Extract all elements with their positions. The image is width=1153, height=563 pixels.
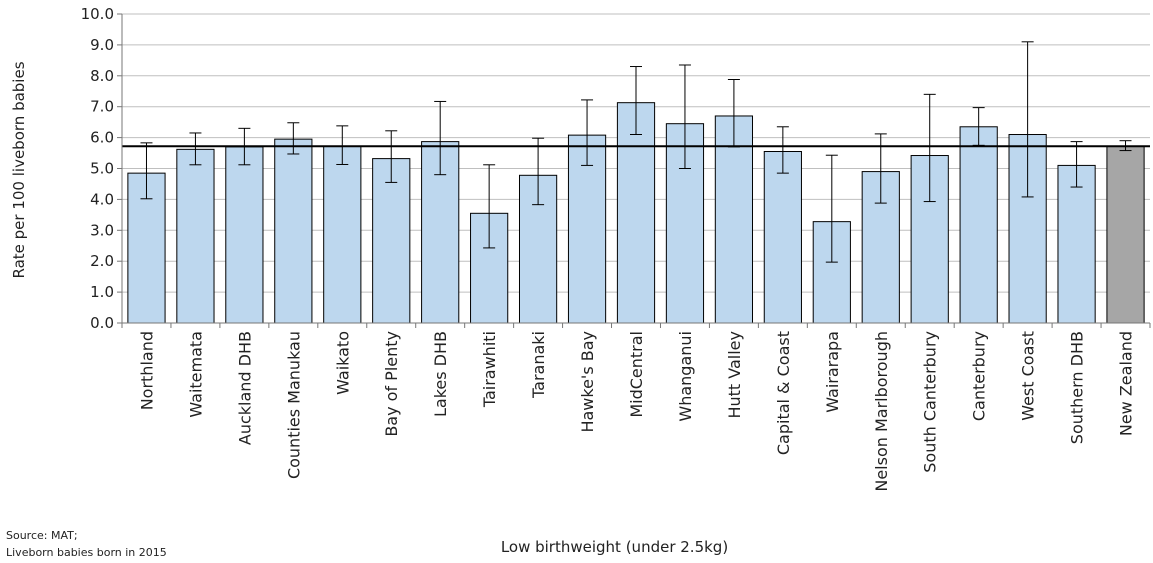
bar [323, 145, 362, 324]
bar [714, 115, 754, 324]
x-tick-label: Canterbury [970, 331, 989, 421]
axes [117, 13, 1151, 328]
y-tick-label: 8.0 [90, 67, 114, 85]
x-tick-label: Northland [137, 331, 156, 410]
x-tick-label: Taranaki [529, 331, 548, 399]
bar [176, 148, 215, 324]
y-tick-label: 4.0 [90, 190, 114, 208]
x-tick-label: Tairawhiti [480, 331, 499, 408]
x-tick-label: Nelson Marlborough [872, 331, 891, 492]
x-tick-label: Waikato [333, 331, 352, 395]
x-tick-label: New Zealand [1117, 331, 1136, 436]
y-tick-labels: 0.0 1.0 2.0 3.0 4.0 5.0 6.0 7.0 8.0 9.0 10.0 [81, 5, 114, 332]
x-tick-label: Counties Manukau [284, 331, 303, 479]
y-axis-label: Rate per 100 liveborn babies [10, 61, 28, 278]
x-tick-label: West Coast [1019, 331, 1038, 421]
bar [225, 146, 264, 324]
y-tick-label: 0.0 [90, 314, 114, 332]
x-tick-label: South Canterbury [921, 331, 940, 473]
y-tick-label: 6.0 [90, 129, 114, 147]
y-tick-label: 3.0 [90, 221, 114, 239]
x-tick-labels: Northland Waitemata Auckland DHB Counties M… [137, 331, 1135, 492]
bar [959, 126, 998, 324]
x-tick-label: Lakes DHB [431, 331, 450, 417]
bar [1106, 145, 1145, 324]
bars [127, 102, 1145, 324]
y-tick-label: 9.0 [90, 36, 114, 54]
error-bars [140, 41, 1132, 263]
x-tick-label: Bay of Plenty [382, 331, 401, 437]
y-tick-label: 7.0 [90, 98, 114, 116]
x-tick-label: Whanganui [676, 331, 695, 422]
y-tick-label: 5.0 [90, 160, 114, 178]
x-tick-label: Hutt Valley [725, 331, 744, 419]
bar [567, 134, 607, 324]
bar [763, 151, 802, 324]
x-tick-label: MidCentral [627, 331, 646, 418]
bar [1057, 164, 1096, 324]
x-tick-label: Hawke's Bay [578, 331, 597, 433]
bar [372, 158, 411, 324]
x-tick-label: Auckland DHB [235, 331, 254, 445]
y-tick-label: 10.0 [81, 5, 114, 23]
x-tick-label: Waitemata [186, 331, 205, 418]
bar [274, 138, 313, 324]
source-note: Source: MAT; [6, 529, 78, 542]
x-tick-label: Capital & Coast [774, 331, 793, 455]
y-tick-label: 2.0 [90, 252, 114, 270]
x-tick-label: Southern DHB [1068, 331, 1087, 444]
bar [616, 102, 656, 324]
x-tick-label: Wairarapa [823, 331, 842, 413]
x-axis-label: Low birthweight (under 2.5kg) [500, 538, 729, 556]
y-tick-label: 1.0 [90, 283, 114, 301]
population-note: Liveborn babies born in 2015 [6, 546, 167, 559]
